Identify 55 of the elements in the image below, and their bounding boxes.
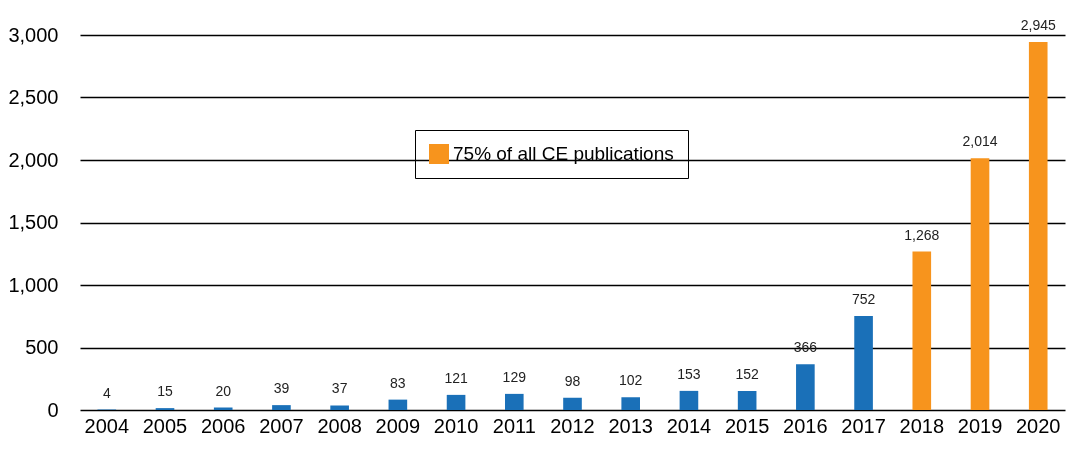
bar [796,364,815,410]
y-tick-label: 1,000 [8,273,59,296]
x-tick-label: 2020 [1015,414,1061,437]
data-label: 1,268 [904,226,940,243]
x-tick-label: 2017 [841,414,886,437]
data-label: 83 [390,374,406,391]
bar [504,393,524,410]
x-tick-label: 2005 [142,414,188,437]
bar [621,397,641,410]
y-tick-label: 2,500 [8,86,59,108]
x-tick-label: 2012 [550,414,595,437]
legend-label: 75% of all CE publications [453,143,674,164]
bar [854,316,873,410]
y-tick-label: 3,000 [8,23,59,46]
bar [388,399,408,410]
data-label: 98 [564,372,581,389]
bar [970,158,990,410]
data-label: 20 [215,382,232,399]
x-tick-label: 2004 [84,414,130,437]
x-tick-label: 2008 [317,414,362,437]
data-label: 2,014 [962,133,998,150]
x-tick-label: 2009 [375,414,421,437]
x-tick-label: 2019 [957,414,1003,437]
data-label: 152 [735,366,760,382]
data-label: 121 [444,369,468,386]
x-tick-label: 2006 [200,414,246,437]
data-label: 102 [619,372,643,389]
bar [446,394,466,410]
data-label: 2,945 [1020,16,1056,33]
data-label: 4 [102,384,111,401]
x-tick-label: 2018 [899,414,945,437]
data-label: 37 [331,380,348,397]
data-label: 153 [677,365,701,382]
bar [679,390,699,410]
bar [563,397,582,410]
data-label: 752 [851,291,876,307]
data-label: 39 [273,380,290,397]
data-label: 129 [502,368,527,385]
y-tick-label: 500 [25,336,59,358]
y-tick-label: 0 [47,398,59,421]
bar [272,405,291,410]
x-tick-label: 2011 [492,414,536,437]
x-tick-label: 2007 [259,414,304,437]
bar [737,391,757,410]
x-tick-label: 2015 [724,414,770,437]
y-tick-label: 1,500 [8,211,59,233]
y-tick-label: 2,000 [8,148,59,171]
x-tick-label: 2013 [608,414,653,437]
bar [912,251,932,410]
bar [1028,41,1048,410]
data-label: 15 [157,383,173,400]
x-tick-label: 2014 [666,414,712,437]
x-tick-label: 2010 [433,414,479,437]
x-tick-label: 2016 [783,414,828,437]
bar [330,405,349,410]
